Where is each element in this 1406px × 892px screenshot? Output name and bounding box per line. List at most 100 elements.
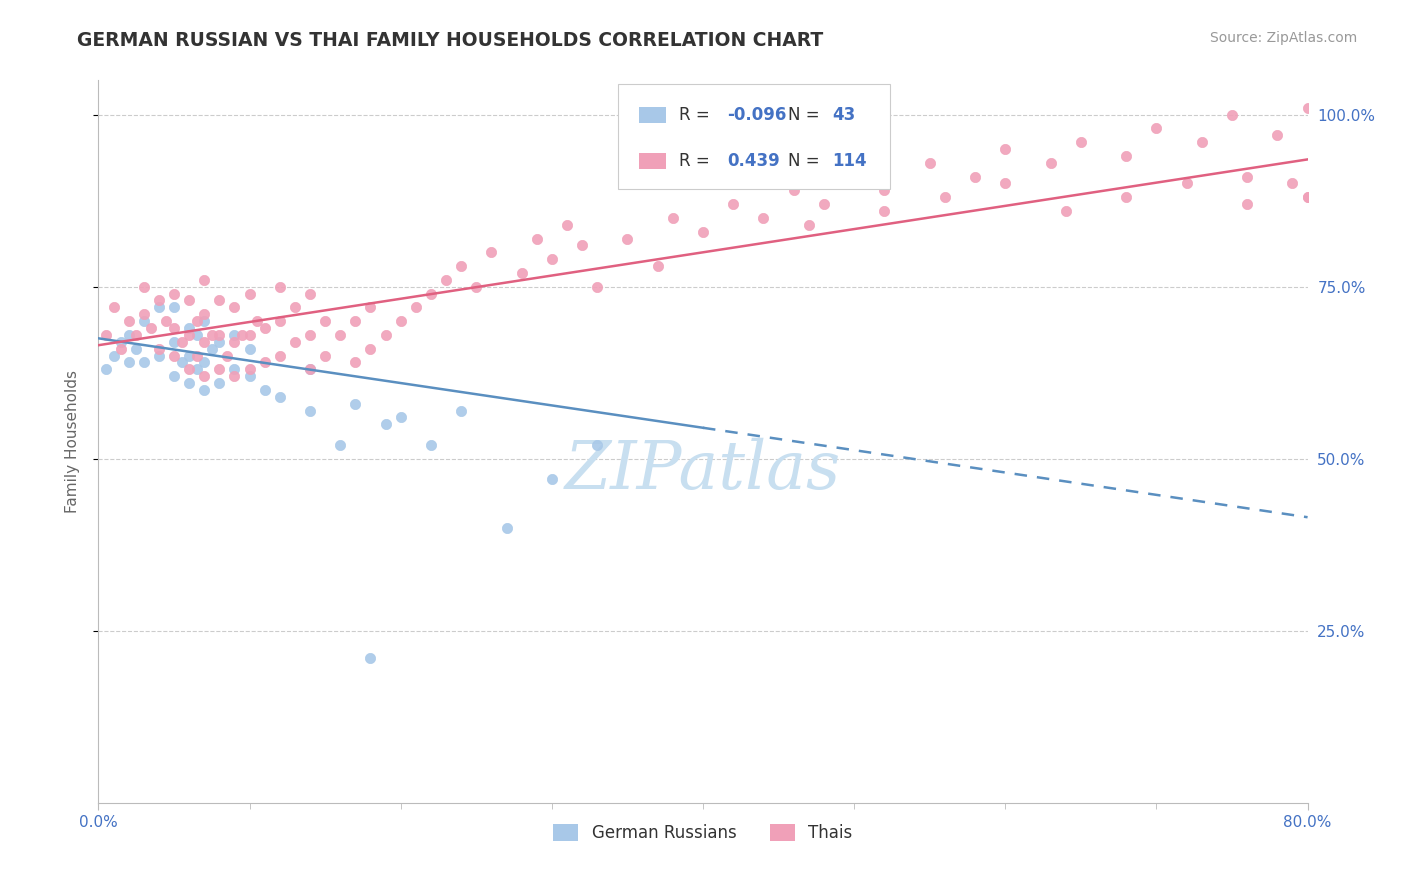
Point <box>141 321 163 335</box>
Point <box>132 314 155 328</box>
Point <box>420 438 443 452</box>
Point <box>374 417 396 432</box>
Point <box>1220 108 1243 122</box>
Point <box>118 314 141 328</box>
Point <box>1296 101 1319 115</box>
Point <box>1267 128 1289 143</box>
Point <box>193 355 215 369</box>
Point <box>1372 204 1395 219</box>
Point <box>389 314 412 328</box>
Point <box>163 349 186 363</box>
Point <box>374 327 396 342</box>
Point <box>208 376 231 390</box>
Point <box>752 211 775 225</box>
Point <box>1281 177 1303 191</box>
Point <box>103 349 125 363</box>
Point <box>510 266 533 280</box>
Point <box>314 349 336 363</box>
Point <box>239 369 262 384</box>
Point <box>965 169 987 184</box>
Point <box>647 259 669 273</box>
Point <box>110 342 132 356</box>
Point <box>208 334 231 349</box>
Point <box>269 279 291 293</box>
Point <box>918 156 941 170</box>
Text: ZIPatlas: ZIPatlas <box>565 438 841 503</box>
Point <box>299 403 322 417</box>
Point <box>179 321 201 335</box>
Point <box>231 327 253 342</box>
Point <box>186 362 208 376</box>
Point <box>208 293 231 308</box>
Text: 43: 43 <box>832 106 856 124</box>
Point <box>253 355 276 369</box>
Y-axis label: Family Households: Family Households <box>65 370 80 513</box>
Point <box>994 142 1017 156</box>
Point <box>224 301 246 315</box>
Text: R =: R = <box>679 106 714 124</box>
Point <box>193 307 215 321</box>
Point <box>148 349 170 363</box>
Point <box>179 327 201 342</box>
Point <box>170 334 193 349</box>
Point <box>783 183 806 197</box>
Point <box>723 197 745 211</box>
Point <box>299 362 322 376</box>
Point <box>1236 197 1258 211</box>
Point <box>1070 135 1092 149</box>
Point <box>239 327 262 342</box>
Point <box>239 286 262 301</box>
Point <box>163 334 186 349</box>
Point <box>193 334 215 349</box>
Point <box>1039 156 1062 170</box>
Text: -0.096: -0.096 <box>727 106 786 124</box>
Point <box>148 293 170 308</box>
Point <box>1386 183 1406 197</box>
Point <box>526 231 548 245</box>
Point <box>360 342 382 356</box>
Point <box>179 362 201 376</box>
Point <box>269 390 291 404</box>
Point <box>186 327 208 342</box>
Point <box>239 342 262 356</box>
Point <box>284 334 307 349</box>
Text: GERMAN RUSSIAN VS THAI FAMILY HOUSEHOLDS CORRELATION CHART: GERMAN RUSSIAN VS THAI FAMILY HOUSEHOLDS… <box>77 31 824 50</box>
Point <box>179 376 201 390</box>
Point <box>571 238 593 252</box>
Point <box>224 362 246 376</box>
Text: 114: 114 <box>832 152 868 169</box>
Point <box>1341 169 1364 184</box>
Point <box>148 342 170 356</box>
Point <box>299 362 322 376</box>
Point <box>193 369 215 384</box>
Point <box>239 362 262 376</box>
Point <box>994 177 1017 191</box>
Point <box>253 383 276 397</box>
Point <box>540 252 562 267</box>
Point <box>586 438 609 452</box>
Point <box>344 355 367 369</box>
Point <box>224 334 246 349</box>
Point <box>1296 190 1319 204</box>
Text: R =: R = <box>679 152 714 169</box>
Text: N =: N = <box>787 152 824 169</box>
Point <box>193 314 215 328</box>
Point <box>389 410 412 425</box>
Text: N =: N = <box>787 106 824 124</box>
Point <box>344 397 367 411</box>
Point <box>314 314 336 328</box>
Point <box>1175 177 1198 191</box>
Point <box>344 314 367 328</box>
Point <box>329 438 352 452</box>
Point <box>465 279 488 293</box>
Point <box>269 349 291 363</box>
Point <box>118 355 141 369</box>
Point <box>360 651 382 665</box>
Point <box>125 327 148 342</box>
Point <box>246 314 269 328</box>
Point <box>360 301 382 315</box>
Point <box>692 225 714 239</box>
Point <box>170 355 193 369</box>
Point <box>163 369 186 384</box>
Point <box>208 327 231 342</box>
